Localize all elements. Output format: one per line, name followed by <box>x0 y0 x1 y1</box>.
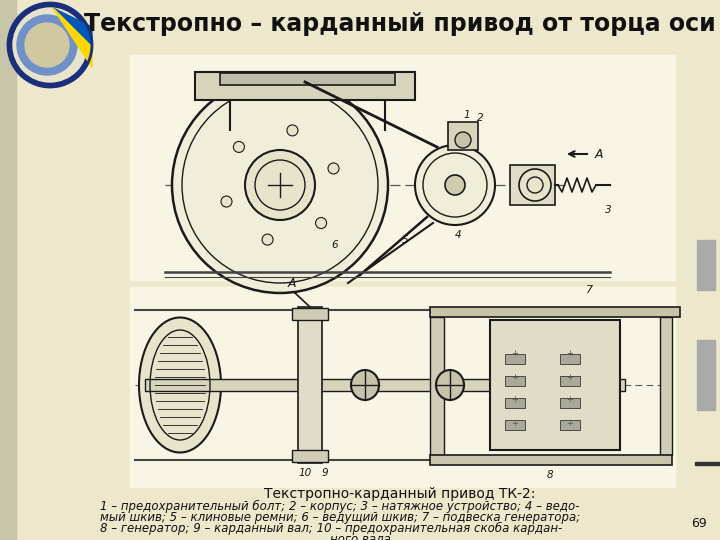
Bar <box>145 379 625 391</box>
Bar <box>0 0 16 540</box>
Circle shape <box>455 132 471 148</box>
Circle shape <box>17 15 77 75</box>
Text: +: + <box>512 373 518 381</box>
Text: 4: 4 <box>455 230 462 240</box>
Text: +: + <box>512 348 518 357</box>
Text: 8: 8 <box>546 470 553 480</box>
Circle shape <box>221 196 232 207</box>
Circle shape <box>233 141 244 152</box>
Text: A: A <box>595 147 603 160</box>
Text: A: A <box>288 277 296 290</box>
Text: +: + <box>512 395 518 404</box>
Text: +: + <box>567 395 573 404</box>
Circle shape <box>245 150 315 220</box>
Circle shape <box>25 23 69 67</box>
Text: 5: 5 <box>402 235 408 245</box>
Bar <box>697 240 715 290</box>
Text: +: + <box>567 373 573 381</box>
Circle shape <box>287 125 298 136</box>
Bar <box>660 317 672 455</box>
Bar <box>490 320 620 450</box>
Text: 2: 2 <box>477 113 483 123</box>
Bar <box>448 122 478 150</box>
Bar <box>560 376 580 386</box>
Polygon shape <box>53 8 92 47</box>
Bar <box>505 398 525 408</box>
Bar <box>430 307 680 317</box>
Circle shape <box>315 218 327 228</box>
Circle shape <box>13 8 87 82</box>
Bar <box>510 165 555 205</box>
Text: 9: 9 <box>322 468 328 478</box>
Bar <box>505 420 525 430</box>
Text: 69: 69 <box>691 517 707 530</box>
Text: 6: 6 <box>332 240 338 250</box>
Circle shape <box>328 163 339 174</box>
Text: ного вала: ного вала <box>330 533 390 540</box>
Text: 7: 7 <box>586 285 593 295</box>
Circle shape <box>8 3 92 87</box>
Bar <box>195 72 415 100</box>
Text: 1 – предохранительный болт; 2 – корпус; 3 – натяжное устройство; 4 – ведо-: 1 – предохранительный болт; 2 – корпус; … <box>100 500 580 513</box>
Bar <box>430 455 672 465</box>
Circle shape <box>262 234 273 245</box>
Text: +: + <box>512 418 518 428</box>
Text: Текстропно – карданный привод от торца оси: Текстропно – карданный привод от торца о… <box>84 12 716 36</box>
Bar <box>560 398 580 408</box>
Bar <box>697 340 715 410</box>
Bar <box>560 420 580 430</box>
Text: +: + <box>567 418 573 428</box>
Bar <box>505 376 525 386</box>
Circle shape <box>445 175 465 195</box>
Ellipse shape <box>351 370 379 400</box>
Polygon shape <box>53 8 92 67</box>
Bar <box>292 308 328 320</box>
Bar <box>292 450 328 462</box>
Text: 8 – генератор; 9 – карданный вал; 10 – предохранительная скоба кардан-: 8 – генератор; 9 – карданный вал; 10 – п… <box>100 522 562 535</box>
Ellipse shape <box>436 370 464 400</box>
Ellipse shape <box>139 318 221 453</box>
Circle shape <box>519 169 551 201</box>
Text: 10: 10 <box>298 468 312 478</box>
Bar <box>130 55 675 280</box>
Text: 3: 3 <box>605 205 611 215</box>
Bar <box>298 307 322 463</box>
Circle shape <box>415 145 495 225</box>
Text: +: + <box>567 348 573 357</box>
Bar <box>505 354 525 364</box>
Text: 1: 1 <box>464 110 470 120</box>
Bar <box>560 354 580 364</box>
Bar <box>130 287 675 487</box>
Bar <box>695 462 720 465</box>
Circle shape <box>172 77 388 293</box>
Text: Текстропно-карданный привод ТК-2:: Текстропно-карданный привод ТК-2: <box>264 487 536 501</box>
Bar <box>430 317 444 455</box>
Text: мый шкив; 5 – клиновые ремни; 6 – ведущий шкив; 7 – подвеска генератора;: мый шкив; 5 – клиновые ремни; 6 – ведущи… <box>100 511 580 524</box>
Bar <box>220 73 395 85</box>
